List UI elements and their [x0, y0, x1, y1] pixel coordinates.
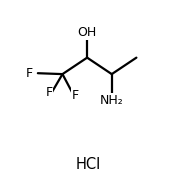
Text: HCl: HCl	[75, 157, 101, 172]
Text: F: F	[45, 86, 52, 99]
Text: NH₂: NH₂	[100, 94, 124, 107]
Text: F: F	[72, 89, 79, 102]
Text: F: F	[26, 67, 33, 80]
Text: OH: OH	[77, 26, 97, 39]
